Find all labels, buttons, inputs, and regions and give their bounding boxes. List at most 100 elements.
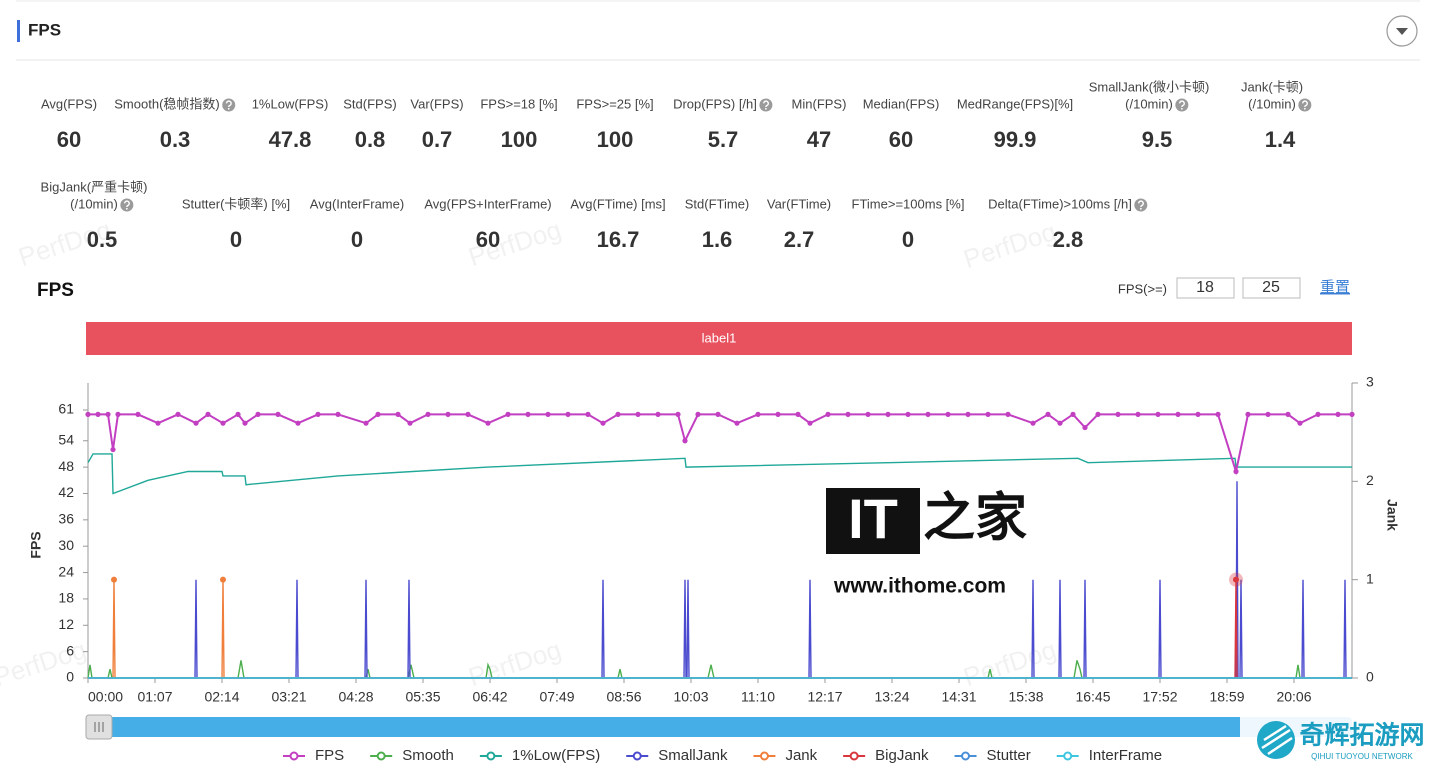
marker — [135, 411, 141, 417]
help-icon-dot — [227, 107, 230, 110]
stat-label: BigJank(严重卡顿) — [41, 179, 148, 194]
legend-swatch-dot — [759, 751, 769, 761]
marker — [363, 420, 369, 426]
legend-label: FPS — [315, 747, 344, 764]
marker — [1135, 411, 1141, 417]
marker — [445, 411, 451, 417]
marker — [1233, 576, 1239, 583]
stat-value: 47 — [807, 127, 831, 152]
watermark: PerfDog — [960, 634, 1060, 692]
stat-value: 0.7 — [422, 127, 453, 152]
x-tick-label: 10:03 — [673, 689, 708, 705]
legend-item[interactable]: Stutter — [954, 747, 1031, 764]
stat-value: 47.8 — [269, 127, 312, 152]
stat-label: Std(FPS) — [343, 96, 396, 111]
title-bar — [17, 20, 20, 42]
legend-item[interactable]: SmallJank — [626, 747, 728, 764]
x-tick-label: 01:07 — [137, 689, 172, 705]
y-tick-label: 0 — [66, 669, 74, 685]
legend-item[interactable]: BigJank — [843, 747, 929, 764]
marker — [1297, 420, 1303, 426]
help-icon[interactable] — [759, 98, 773, 112]
marker — [375, 411, 381, 417]
legend-swatch-dot — [1063, 751, 1073, 761]
marker — [945, 411, 951, 417]
marker — [965, 411, 971, 417]
stat-value: 9.5 — [1142, 127, 1173, 152]
y2-tick-label: 1 — [1366, 570, 1374, 586]
marker — [600, 420, 606, 426]
threshold-input[interactable] — [1242, 277, 1301, 299]
legend-item[interactable]: FPS — [283, 747, 344, 764]
threshold-input[interactable] — [1176, 277, 1235, 299]
corner-logo-text: 奇辉拓游网 — [1299, 722, 1424, 750]
help-icon[interactable] — [1175, 98, 1189, 112]
legend-label: SmallJank — [658, 747, 728, 764]
stat-value: 5.7 — [708, 127, 739, 152]
marker — [615, 411, 621, 417]
marker — [1335, 411, 1341, 417]
reset-link[interactable]: 重置 — [1320, 279, 1350, 296]
stat-value: 60 — [889, 127, 913, 152]
marker — [242, 420, 248, 426]
marker — [275, 411, 281, 417]
marker — [335, 411, 341, 417]
stat-value: 16.7 — [597, 227, 640, 252]
help-icon[interactable] — [1298, 98, 1312, 112]
y-tick-label: 54 — [58, 431, 74, 447]
x-tick-label: 13:24 — [874, 689, 909, 705]
marker — [1115, 411, 1121, 417]
threshold-value[interactable]: 18 — [1196, 279, 1214, 296]
help-icon-bg — [1175, 98, 1189, 112]
x-tick-label: 20:06 — [1276, 689, 1311, 705]
label-bar — [86, 322, 1352, 355]
corner-logo — [1240, 716, 1440, 766]
stat-value: 99.9 — [994, 127, 1037, 152]
marker — [675, 411, 681, 417]
help-icon-glyph — [1301, 100, 1308, 108]
marker — [925, 411, 931, 417]
legend-item[interactable]: InterFrame — [1056, 747, 1162, 764]
x-tick-label: 17:52 — [1142, 689, 1177, 705]
stat-value: 0 — [230, 227, 242, 252]
marker — [1175, 411, 1181, 417]
marker — [695, 411, 701, 417]
help-icon[interactable] — [222, 98, 236, 112]
threshold-value[interactable]: 25 — [1262, 279, 1280, 296]
marker — [807, 420, 813, 426]
marker — [115, 411, 121, 417]
y-tick-label: 42 — [58, 484, 74, 500]
legend-swatch-dot — [961, 751, 971, 761]
collapse-button[interactable] — [1386, 15, 1418, 47]
time-slider[interactable] — [85, 714, 1352, 740]
stat-value: 60 — [476, 227, 500, 252]
stat-value: 0.8 — [355, 127, 386, 152]
legend-item[interactable]: 1%Low(FPS) — [479, 747, 600, 764]
y-tick-label: 6 — [66, 642, 74, 658]
marker — [1349, 411, 1355, 417]
x-tick-label: 00:00 — [88, 689, 123, 705]
series-line — [88, 413, 1352, 476]
marker — [235, 411, 241, 417]
x-tick-label: 06:42 — [472, 689, 507, 705]
y-tick-label: 36 — [58, 511, 74, 527]
marker — [825, 411, 831, 417]
marker — [1095, 411, 1101, 417]
marker — [505, 411, 511, 417]
y-tick-label: 12 — [58, 616, 74, 632]
x-tick-label: 12:17 — [807, 689, 842, 705]
help-icon-glyph — [225, 100, 232, 108]
help-icon-dot — [1303, 107, 1306, 110]
legend-item[interactable]: Jank — [753, 747, 818, 764]
help-icon-dot — [1180, 107, 1183, 110]
help-icon[interactable] — [120, 198, 134, 212]
marker — [110, 446, 116, 453]
stat-value: 2.8 — [1053, 227, 1084, 252]
marker — [1070, 411, 1076, 417]
marker — [1195, 411, 1201, 417]
help-icon[interactable] — [1134, 198, 1148, 212]
corner-logo-sub: QIHUI TUOYOU NETWORK — [1311, 752, 1413, 761]
legend-item[interactable]: Smooth — [370, 747, 454, 764]
watermark: PerfDog — [465, 634, 565, 692]
